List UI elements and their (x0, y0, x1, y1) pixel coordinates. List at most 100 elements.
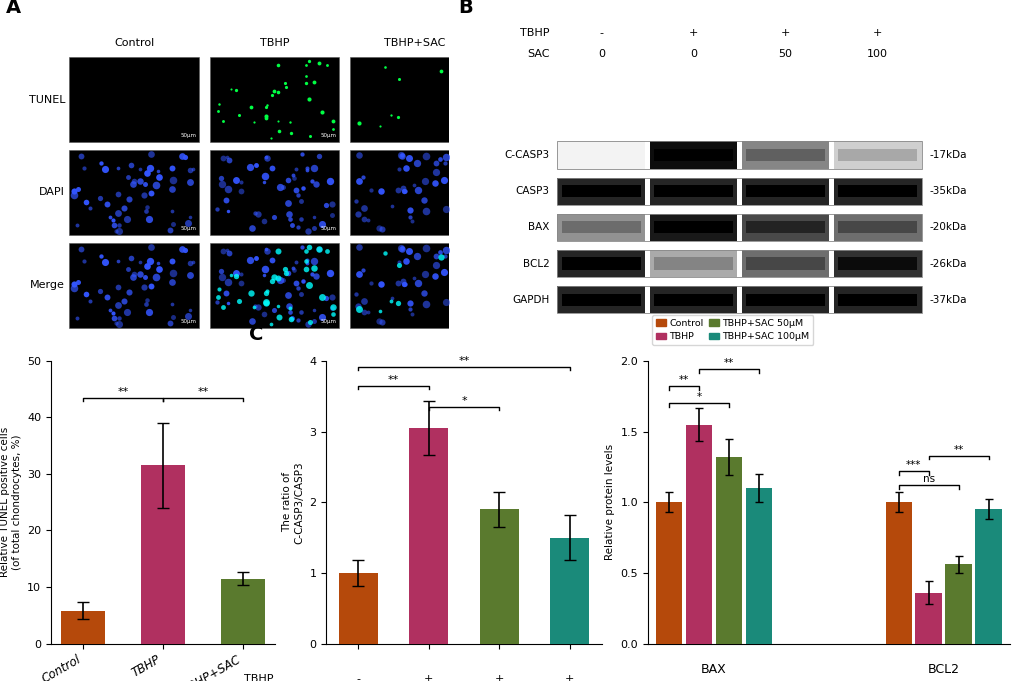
Text: TBHP+SAC: TBHP+SAC (384, 37, 445, 48)
Bar (409, 428, 447, 644)
Bar (561, 185, 640, 197)
Bar (741, 142, 828, 169)
Bar (915, 592, 941, 644)
Bar (557, 178, 921, 205)
Text: **: ** (678, 375, 688, 385)
Bar (653, 294, 733, 306)
Bar (69, 150, 199, 235)
Text: 50μm: 50μm (180, 226, 197, 231)
Text: *: * (696, 392, 701, 402)
Bar (561, 294, 640, 306)
Y-axis label: Relative TUNEL positive cells
(of total chondrocytes, %): Relative TUNEL positive cells (of total … (0, 427, 21, 577)
Text: TBHP: TBHP (260, 37, 289, 48)
Bar (838, 149, 916, 161)
Text: ***: *** (905, 460, 920, 470)
Text: +: + (494, 674, 503, 681)
Bar (221, 579, 265, 644)
Bar (557, 250, 645, 277)
Bar (557, 214, 645, 241)
Text: +: + (688, 29, 697, 38)
Bar (974, 509, 1001, 644)
Text: 0: 0 (597, 49, 604, 59)
Text: 50μm: 50μm (461, 133, 477, 138)
Bar (833, 250, 921, 277)
Text: *: * (461, 396, 467, 406)
Text: 50μm: 50μm (321, 133, 336, 138)
Bar (61, 611, 105, 644)
Bar (561, 257, 640, 270)
Bar (741, 214, 828, 241)
Bar (350, 243, 479, 328)
Text: 100: 100 (866, 49, 888, 59)
Bar (685, 424, 711, 644)
Bar (838, 294, 916, 306)
Text: DAPI: DAPI (39, 187, 65, 197)
Text: **: ** (198, 387, 209, 396)
Bar (350, 150, 479, 235)
Text: Merge: Merge (31, 281, 65, 290)
Text: 50μm: 50μm (321, 226, 336, 231)
Bar (741, 178, 828, 205)
Text: A: A (6, 0, 21, 17)
Bar (649, 250, 737, 277)
Text: +: + (872, 29, 881, 38)
Bar (741, 286, 828, 313)
Text: 0: 0 (689, 49, 696, 59)
Bar (649, 142, 737, 169)
Text: 50μm: 50μm (321, 319, 336, 324)
Bar (557, 214, 921, 241)
Bar (480, 509, 519, 644)
Text: TBHP: TBHP (520, 29, 549, 38)
Bar (557, 178, 645, 205)
Text: CASP3: CASP3 (516, 186, 549, 196)
Bar (741, 250, 828, 277)
Bar (833, 214, 921, 241)
Bar (557, 286, 645, 313)
Text: -35kDa: -35kDa (928, 186, 966, 196)
Bar (745, 149, 824, 161)
Text: BAX: BAX (528, 223, 549, 232)
Text: +: + (424, 674, 433, 681)
Bar (649, 214, 737, 241)
Text: SAC: SAC (527, 49, 549, 59)
Text: **: ** (117, 387, 128, 396)
Bar (884, 503, 911, 644)
Bar (653, 149, 733, 161)
Text: BAX: BAX (700, 663, 726, 676)
Bar (557, 286, 921, 313)
Text: TBHP: TBHP (244, 674, 273, 681)
Bar (557, 142, 921, 169)
Bar (745, 488, 771, 644)
Text: **: ** (722, 358, 734, 368)
Text: **: ** (458, 355, 470, 366)
Text: -37kDa: -37kDa (928, 295, 966, 304)
Bar (655, 503, 682, 644)
Text: -: - (356, 674, 360, 681)
Bar (69, 57, 199, 142)
Text: +: + (781, 29, 790, 38)
Text: B: B (459, 0, 473, 17)
Bar (745, 257, 824, 270)
Text: 50μm: 50μm (461, 226, 477, 231)
Text: **: ** (953, 445, 963, 455)
Bar (338, 573, 377, 644)
Bar (653, 185, 733, 197)
Bar (715, 457, 741, 644)
Text: 50μm: 50μm (180, 319, 197, 324)
Bar (561, 221, 640, 234)
Y-axis label: Relative protein levels: Relative protein levels (604, 444, 614, 560)
Bar (833, 142, 921, 169)
Text: -17kDa: -17kDa (928, 150, 966, 160)
Bar (838, 185, 916, 197)
Bar (210, 57, 339, 142)
Text: ns: ns (922, 474, 933, 484)
Bar (649, 178, 737, 205)
Bar (210, 243, 339, 328)
Bar (653, 221, 733, 234)
Bar (550, 537, 589, 644)
Text: TUNEL: TUNEL (29, 95, 65, 105)
Bar (838, 257, 916, 270)
Bar (745, 294, 824, 306)
Bar (838, 221, 916, 234)
Bar (350, 57, 479, 142)
